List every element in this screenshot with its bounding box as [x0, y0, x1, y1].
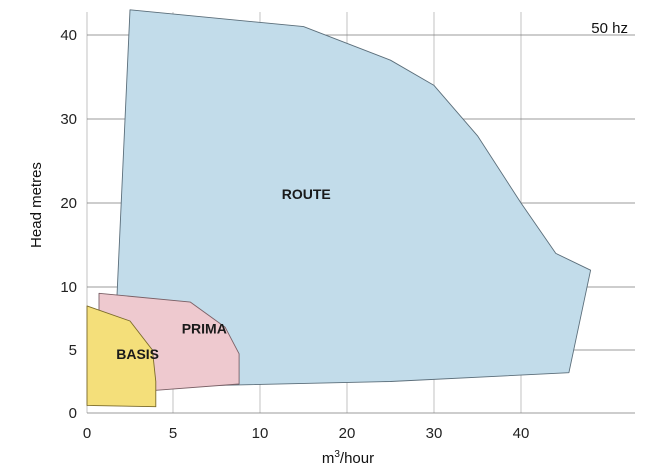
x-tick-label-2: 10 — [252, 425, 269, 442]
x-axis-title-rest: /hour — [340, 450, 374, 467]
x-axis-title-sup: 3 — [334, 449, 340, 460]
y-tick-label-3: 20 — [60, 195, 77, 212]
y-tick-label-5: 40 — [60, 27, 77, 44]
y-tick-label-4: 30 — [60, 111, 77, 128]
annotation-frequency: 50 hz — [591, 20, 628, 37]
x-tick-label-3: 20 — [339, 425, 356, 442]
y-tick-label-1: 5 — [69, 342, 77, 359]
x-axis-title-base: m — [322, 450, 335, 467]
region-route — [112, 9, 592, 389]
regions — [86, 9, 592, 408]
region-labels: ROUTE PRIMA BASIS — [116, 186, 331, 362]
region-basis — [86, 305, 157, 408]
region-label-prima: PRIMA — [182, 321, 227, 337]
y-tick-label-2: 10 — [60, 279, 77, 296]
x-tick-label-1: 5 — [169, 425, 177, 442]
region-label-route: ROUTE — [282, 186, 331, 202]
tick-labels: 0 5 10 20 30 40 0 5 10 20 30 40 — [60, 27, 529, 442]
x-axis-title: m3/hour — [322, 449, 374, 467]
x-tick-label-4: 30 — [426, 425, 443, 442]
y-axis-title: Head metres — [28, 162, 45, 248]
y-tick-label-0: 0 — [69, 405, 77, 422]
region-label-basis: BASIS — [116, 346, 159, 362]
x-tick-label-5: 40 — [513, 425, 530, 442]
x-tick-label-0: 0 — [83, 425, 91, 442]
